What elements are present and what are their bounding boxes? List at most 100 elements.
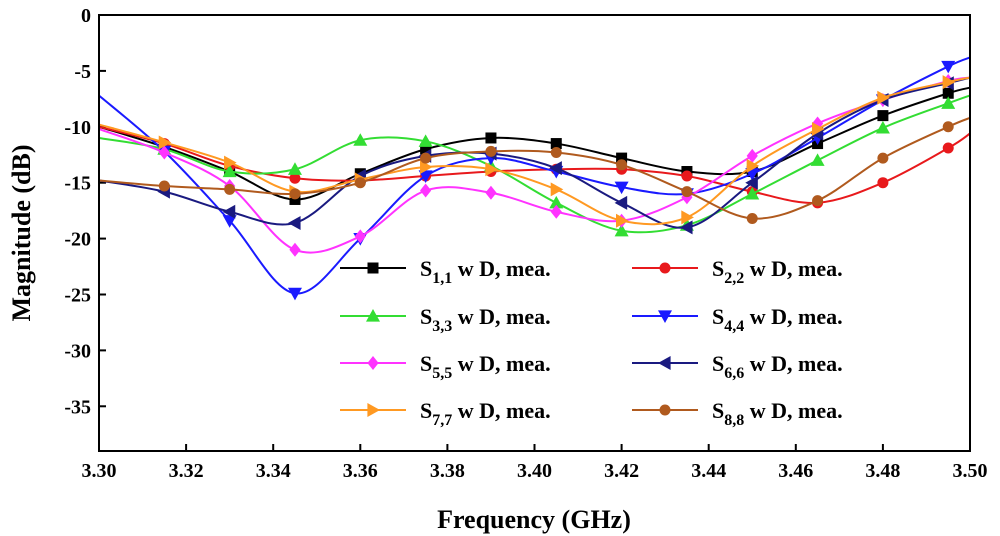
data-point — [877, 152, 889, 164]
x-tick-label: 3.46 — [778, 460, 813, 482]
x-tick-labels: 3.30 3.32 3.34 3.36 3.38 3.40 3.42 3.44 3.46 3.48… — [82, 460, 988, 482]
data-point — [550, 147, 562, 159]
legend-label: S7,7 w D, mea. — [420, 398, 551, 429]
legend-item: S1,1 w D, mea. — [340, 256, 551, 287]
y-tick-label: -20 — [64, 229, 91, 251]
data-point — [810, 153, 825, 166]
y-axis-title: Magnitude (dB) — [7, 145, 36, 322]
data-point — [158, 180, 170, 192]
data-point — [222, 215, 237, 228]
data-point — [616, 213, 629, 228]
data-point — [681, 186, 693, 198]
data-point — [224, 183, 236, 195]
series-line — [98, 56, 971, 295]
legend-label: S4,4 w D, mea. — [712, 304, 843, 335]
y-tick-label: -30 — [64, 340, 91, 362]
data-point — [746, 212, 758, 224]
plot-frame — [98, 14, 971, 452]
axis-ticks — [98, 14, 971, 451]
legend-marker — [659, 404, 671, 416]
data-point — [485, 132, 497, 144]
series-8 — [98, 116, 971, 224]
legend-marker — [367, 356, 379, 370]
legend-item: S4,4 w D, mea. — [632, 304, 843, 335]
data-point — [877, 110, 889, 122]
data-point — [353, 133, 368, 146]
y-tick-label: -10 — [64, 117, 91, 139]
x-tick-label: 3.48 — [865, 460, 900, 482]
data-point — [877, 90, 890, 105]
data-point — [550, 182, 564, 197]
data-point — [746, 158, 760, 173]
y-tick-label: -15 — [64, 173, 91, 195]
data-point — [811, 122, 825, 137]
data-point — [158, 135, 172, 150]
data-point — [420, 183, 432, 198]
legend-item: S2,2 w D, mea. — [632, 256, 843, 287]
data-point — [224, 155, 237, 170]
legend-marker — [366, 309, 380, 322]
data-point — [549, 161, 562, 176]
data-point — [289, 172, 301, 184]
data-point — [287, 287, 302, 301]
legend-item: S5,5 w D, mea. — [340, 351, 551, 382]
x-tick-label: 3.36 — [343, 460, 378, 482]
legend-label: S2,2 w D, mea. — [712, 256, 843, 287]
data-point — [354, 229, 366, 244]
legend-marker — [659, 262, 671, 274]
x-tick-label: 3.38 — [430, 460, 465, 482]
data-point — [418, 134, 433, 147]
data-point — [875, 120, 890, 134]
series-6 — [98, 76, 971, 235]
data-point — [289, 188, 301, 200]
legend-label: S3,3 w D, mea. — [420, 304, 551, 335]
data-point — [420, 143, 432, 155]
legend-marker — [658, 310, 672, 323]
data-point — [614, 223, 629, 237]
data-point — [550, 138, 562, 150]
data-point — [418, 170, 433, 183]
data-point — [941, 96, 956, 109]
x-tick-label: 3.30 — [82, 460, 117, 482]
data-point — [485, 162, 498, 177]
data-point — [679, 220, 693, 235]
legend-label: S6,6 w D, mea. — [712, 351, 843, 382]
data-point — [616, 159, 628, 171]
legend: S1,1 w D, mea. S2,2 w D, mea. S3,3 w D, me… — [340, 256, 843, 429]
legend-marker — [658, 356, 671, 370]
x-tick-label: 3.40 — [517, 460, 552, 482]
data-point — [420, 160, 433, 175]
data-point — [485, 145, 497, 157]
y-tick-label: -25 — [64, 284, 91, 306]
legend-marker — [367, 262, 379, 274]
data-point — [942, 121, 954, 133]
data-point — [877, 177, 889, 189]
x-tick-label: 3.42 — [604, 460, 639, 482]
x-tick-label: 3.32 — [169, 460, 204, 482]
legend-item: S7,7 w D, mea. — [340, 398, 551, 429]
legend-item: S6,6 w D, mea. — [632, 351, 843, 382]
data-point — [942, 87, 954, 99]
legend-item: S8,8 w D, mea. — [632, 398, 843, 429]
y-tick-label: 0 — [81, 5, 91, 27]
data-point — [812, 195, 824, 207]
legend-label: S1,1 w D, mea. — [420, 256, 551, 287]
data-point — [941, 60, 956, 74]
legend-label: S8,8 w D, mea. — [712, 398, 843, 429]
data-point — [420, 152, 432, 164]
data-point — [942, 142, 954, 154]
series-layer — [98, 56, 971, 301]
data-point — [222, 164, 237, 178]
data-point — [745, 175, 758, 190]
data-point — [485, 185, 497, 200]
data-point — [616, 152, 628, 164]
data-point — [158, 145, 170, 160]
legend-label: S5,5 w D, mea. — [420, 351, 551, 382]
y-tick-label: -35 — [64, 396, 91, 418]
data-point — [942, 75, 956, 90]
x-axis-title: Frequency (GHz) — [437, 505, 631, 534]
data-point — [614, 195, 628, 210]
y-tick-labels: 0 -5 -10 -15 -20 -25 -30 -35 — [64, 5, 91, 418]
x-tick-label: 3.34 — [256, 460, 291, 482]
